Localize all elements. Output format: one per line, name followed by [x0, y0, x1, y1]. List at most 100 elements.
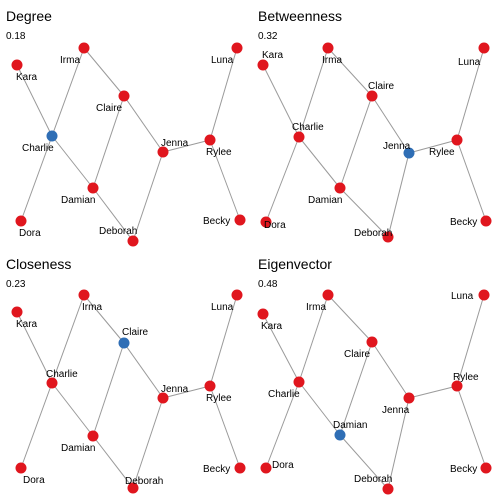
edge-rylee-becky [456, 385, 487, 469]
node-becky [480, 462, 492, 474]
node-label-becky: Becky [450, 464, 477, 475]
node-claire [366, 90, 378, 102]
node-label-damian: Damian [61, 195, 95, 206]
edge-jenna-rylee [162, 385, 211, 399]
node-label-rylee: Rylee [206, 147, 232, 158]
node-kara [11, 306, 23, 318]
node-label-dora: Dora [264, 220, 286, 231]
edge-claire-jenna [371, 95, 410, 154]
edge-charlie-damian [298, 136, 341, 189]
edge-charlie-dora [20, 382, 53, 469]
node-damian [87, 182, 99, 194]
node-label-jenna: Jenna [383, 141, 411, 152]
edge-claire-damian [92, 95, 125, 189]
panel-value: 0.18 [6, 31, 26, 42]
edge-damian-deborah [92, 187, 134, 242]
edge-deborah-jenna [132, 151, 164, 242]
edge-jenna-rylee [162, 139, 211, 153]
node-label-damian: Damian [308, 195, 342, 206]
panel-title: Closeness [6, 256, 71, 272]
node-rylee [204, 380, 216, 392]
edge-damian-deborah [339, 187, 389, 238]
node-label-jenna: Jenna [382, 405, 410, 416]
node-label-kara: Kara [261, 321, 283, 332]
edge-jenna-rylee [408, 139, 458, 154]
edge-deborah-jenna [387, 397, 410, 490]
node-label-deborah: Deborah [354, 228, 392, 239]
node-kara [11, 59, 23, 71]
node-label-charlie: Charlie [268, 389, 300, 400]
edge-irma-charlie [51, 294, 85, 384]
nodes [257, 289, 492, 495]
node-jenna [157, 146, 169, 158]
node-label-becky: Becky [450, 217, 477, 228]
panel-title: Betweenness [258, 8, 342, 24]
node-label-deborah: Deborah [125, 476, 163, 487]
node-damian [334, 182, 346, 194]
node-jenna [403, 392, 415, 404]
node-labels: Kara Irma Claire Charlie Jenna Rylee Luna Damia… [262, 50, 481, 239]
node-luna [231, 42, 243, 54]
node-claire [118, 337, 130, 349]
node-labels: Kara Irma Claire Charlie Jenna Rylee Luna Damia… [16, 302, 234, 487]
node-label-deborah: Deborah [99, 226, 137, 237]
edge-rylee-luna [209, 47, 238, 141]
nodes [11, 42, 246, 247]
edges [16, 47, 241, 242]
node-label-deborah: Deborah [354, 474, 392, 485]
node-irma [322, 42, 334, 54]
node-becky [234, 214, 246, 226]
edge-damian-deborah [339, 434, 389, 490]
edge-claire-jenna [371, 341, 410, 399]
node-luna [478, 42, 490, 54]
node-label-charlie: Charlie [46, 369, 78, 380]
edge-claire-damian [339, 95, 373, 189]
edge-claire-damian [92, 342, 125, 437]
nodes [11, 289, 246, 494]
node-deborah [127, 482, 139, 494]
node-label-irma: Irma [60, 55, 80, 66]
node-becky [480, 215, 492, 227]
node-label-rylee: Rylee [429, 147, 455, 158]
node-damian [87, 430, 99, 442]
node-label-rylee: Rylee [206, 393, 232, 404]
edges [262, 47, 487, 238]
node-label-luna: Luna [211, 302, 234, 313]
edge-kara-charlie [262, 313, 300, 383]
node-irma [78, 42, 90, 54]
node-label-damian: Damian [61, 443, 95, 454]
edge-jenna-rylee [408, 385, 458, 399]
node-charlie [46, 377, 58, 389]
node-rylee [451, 134, 463, 146]
node-label-becky: Becky [203, 464, 230, 475]
edge-rylee-becky [456, 139, 487, 222]
node-claire [366, 336, 378, 348]
node-label-claire: Claire [96, 103, 123, 114]
edge-irma-claire [83, 294, 125, 344]
node-label-rylee: Rylee [453, 372, 479, 383]
node-label-claire: Claire [368, 81, 395, 92]
node-charlie [293, 131, 305, 143]
edge-charlie-damian [51, 135, 94, 189]
edge-irma-claire [327, 294, 373, 343]
edge-charlie-dora [20, 135, 53, 222]
node-dora [260, 462, 272, 474]
node-label-damian: Damian [333, 420, 367, 431]
panel-value: 0.48 [258, 279, 278, 290]
node-label-jenna: Jenna [161, 138, 189, 149]
node-damian [334, 429, 346, 441]
panel-value: 0.23 [6, 279, 26, 290]
panel-betweenness: Betweenness 0.32 Kara Irma Claire Charlie Jenn… [257, 8, 492, 243]
edge-irma-claire [83, 47, 125, 97]
node-label-irma: Irma [306, 302, 326, 313]
node-label-dora: Dora [23, 475, 45, 486]
edge-charlie-damian [51, 382, 94, 437]
node-label-dora: Dora [272, 460, 294, 471]
node-kara [257, 308, 269, 320]
node-label-kara: Kara [262, 50, 284, 61]
panel-eigenvector: Eigenvector 0.48 Kara Irma Claire Charlie Jenn… [257, 256, 492, 495]
node-labels: Kara Irma Claire Charlie Jenna Rylee Luna Damia… [16, 55, 234, 239]
node-deborah [382, 231, 394, 243]
node-jenna [403, 147, 415, 159]
